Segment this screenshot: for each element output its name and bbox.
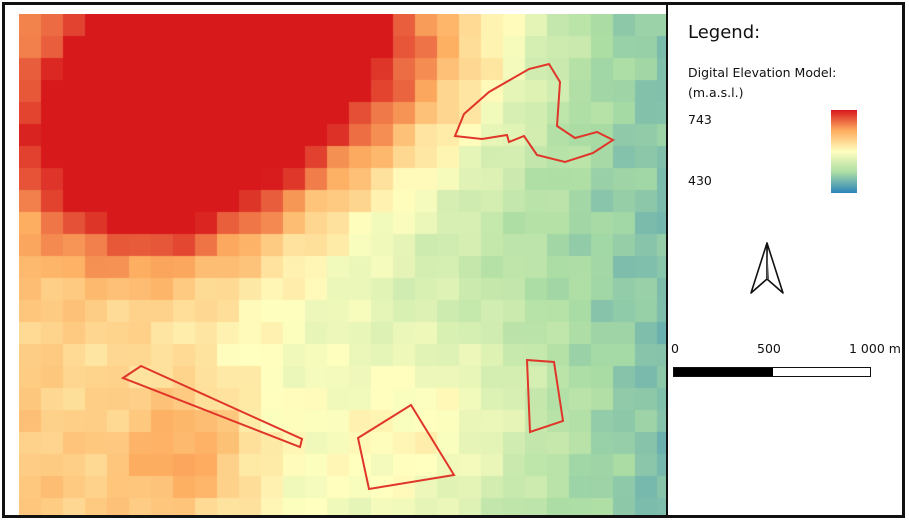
legend-max-value: 743 — [688, 112, 712, 127]
north-arrow-icon — [750, 242, 784, 294]
elevation-map[interactable] — [19, 14, 666, 515]
legend-layer-name: Digital Elevation Model: — [688, 65, 837, 80]
polygon-overlay — [120, 62, 616, 491]
legend-divider — [666, 5, 668, 515]
study-area-polygon-3[interactable] — [356, 403, 456, 491]
legend-title: Legend: — [688, 22, 761, 43]
study-area-polygon-4[interactable] — [525, 358, 565, 434]
study-area-polygon-1[interactable] — [453, 62, 616, 164]
elevation-color-ramp — [831, 110, 857, 193]
study-area-polygon-2[interactable] — [120, 364, 304, 449]
scale-label-mid: 500 — [757, 341, 781, 356]
scale-label-zero: 0 — [671, 341, 679, 356]
legend-units: (m.a.s.l.) — [688, 85, 744, 100]
scale-label-end: 1 000 m — [849, 341, 901, 356]
legend-min-value: 430 — [688, 173, 712, 188]
legend-layer-info: Digital Elevation Model: (m.a.s.l.) — [688, 63, 836, 103]
scale-bar — [673, 367, 871, 377]
scale-bar-black-segment — [674, 368, 773, 376]
